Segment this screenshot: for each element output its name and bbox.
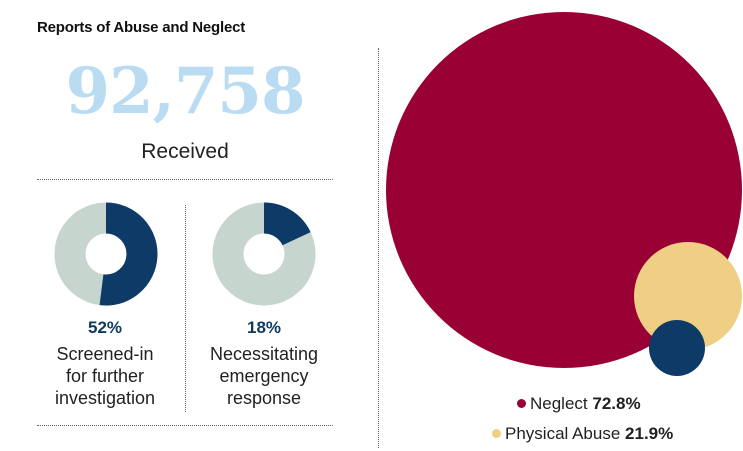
divider-top — [37, 179, 333, 180]
legend-item-physical-abuse: Physical Abuse 21.9% — [492, 424, 673, 444]
donut-caption-emergency: Necessitating emergency response — [189, 343, 339, 409]
legend-label: Physical Abuse — [505, 424, 621, 443]
legend-label: Neglect — [530, 394, 588, 413]
donut-chart-screened — [54, 202, 158, 306]
caption-line: for further — [65, 366, 145, 386]
bubble-physical-abuse — [634, 242, 742, 350]
bubble-third-category — [649, 320, 705, 376]
received-count: 92,758 — [65, 54, 306, 129]
donut-caption-screened: Screened-in for further investigation — [30, 343, 180, 409]
donut-chart-emergency — [212, 202, 316, 306]
donut-value-screened: 52% — [87, 318, 123, 337]
caption-line: emergency — [219, 366, 309, 386]
divider-bottom — [37, 425, 333, 426]
legend-dot — [492, 429, 501, 438]
donut-value-emergency: 18% — [246, 318, 282, 337]
divider-middle — [185, 205, 186, 412]
section-title: Reports of Abuse and Neglect — [37, 19, 246, 36]
legend-dot — [517, 399, 526, 408]
donut-segment-screened — [99, 202, 158, 306]
legend-value: 72.8% — [592, 394, 641, 413]
caption-line: response — [226, 388, 302, 408]
caption-line: Screened-in — [56, 344, 154, 364]
legend-item-neglect: Neglect 72.8% — [517, 394, 641, 414]
divider-vertical — [378, 48, 379, 448]
bubble-chart — [386, 12, 742, 376]
legend-value: 21.9% — [625, 424, 674, 443]
donut-segment-emergency — [263, 202, 311, 247]
received-label: Received — [141, 140, 229, 163]
caption-line: investigation — [54, 388, 156, 408]
caption-line: Necessitating — [209, 344, 319, 364]
